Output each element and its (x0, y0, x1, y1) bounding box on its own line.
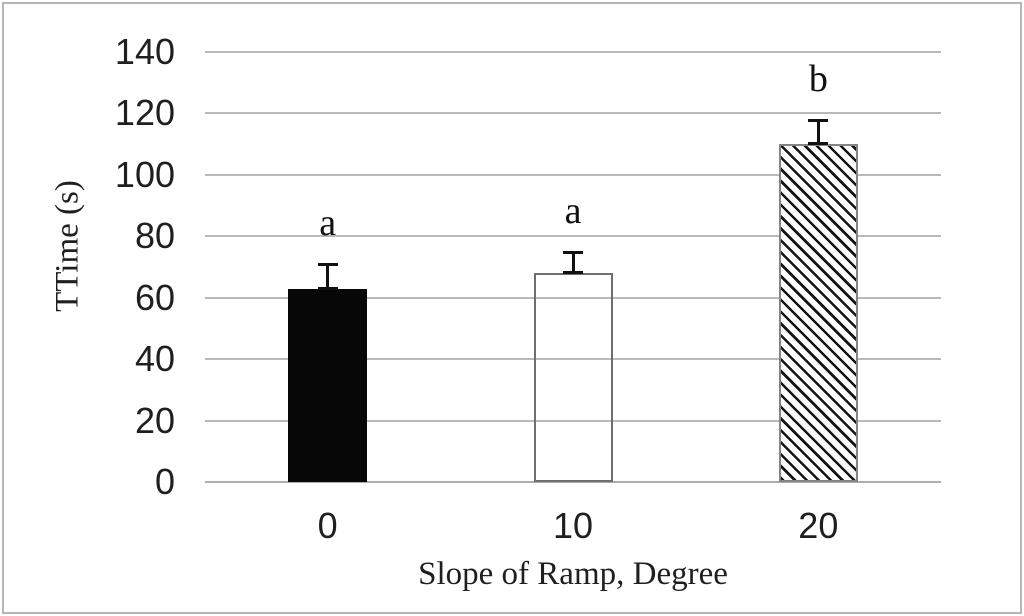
error-bar-whisker (816, 119, 820, 145)
x-axis-title: Slope of Ramp, Degree (418, 556, 728, 592)
error-bar-cap-bottom (808, 142, 829, 146)
gridline (205, 235, 941, 238)
x-tick-label: 20 (798, 505, 839, 546)
y-tick-label: 140 (114, 31, 175, 72)
gridline (205, 358, 941, 361)
y-tick-label: 80 (134, 215, 175, 257)
bar-20-degree (778, 144, 858, 482)
x-axis-line (205, 481, 941, 483)
gridline (205, 419, 941, 422)
bar-10-degree (533, 273, 613, 482)
y-tick-label: 40 (134, 338, 175, 380)
gridline (205, 112, 941, 115)
y-tick-label: 0 (154, 461, 175, 502)
gridline (205, 51, 941, 53)
significance-letter: a (564, 189, 582, 232)
significance-letter: a (319, 201, 337, 244)
y-tick-label: 100 (114, 153, 175, 195)
y-tick-label: 60 (134, 276, 175, 318)
error-bar-whisker (326, 263, 330, 289)
error-bar-cap-top (563, 250, 583, 254)
error-bar-cap-bottom (563, 271, 583, 275)
x-tick-label: 0 (317, 505, 338, 546)
bar-0-degree (288, 288, 368, 482)
significance-letter: b (808, 57, 828, 100)
error-bar-cap-top (317, 262, 338, 266)
error-bar-whisker (571, 251, 575, 274)
error-bar-cap-top (808, 118, 829, 122)
error-bar-cap-bottom (317, 286, 338, 290)
x-tick-label: 10 (552, 505, 594, 546)
y-tick-label: 20 (134, 399, 175, 441)
gridline (205, 296, 941, 299)
gridline (205, 173, 941, 176)
y-tick-label: 120 (114, 92, 175, 134)
